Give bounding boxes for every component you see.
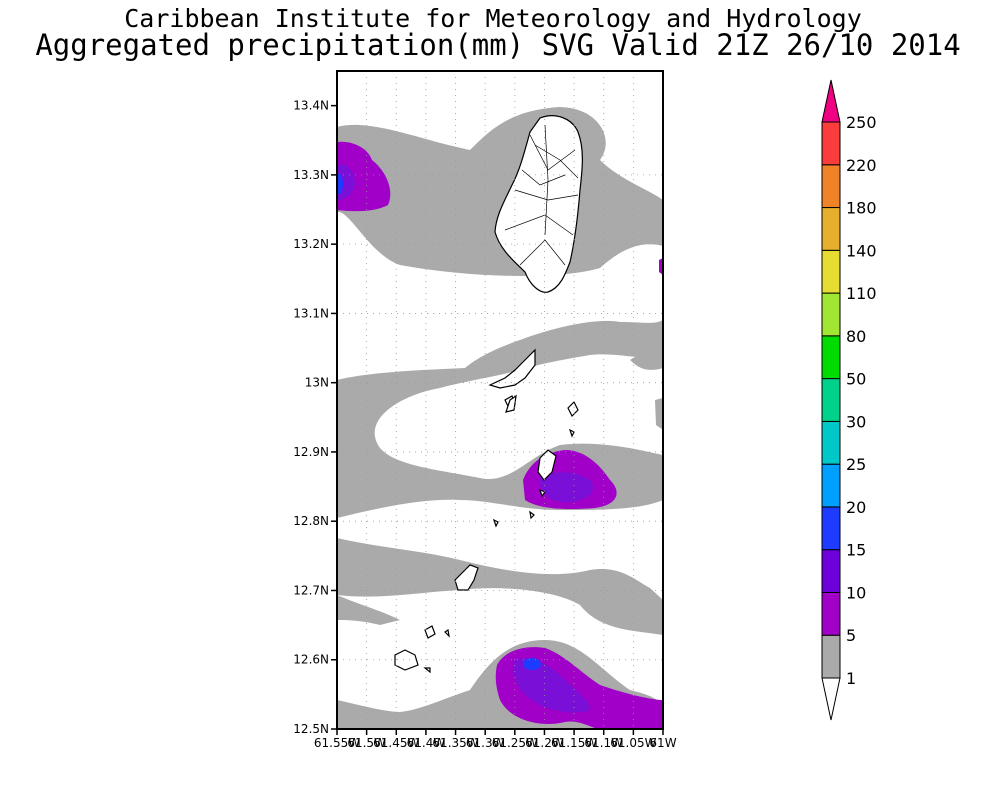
lon-tick-label: 61.25W: [492, 736, 538, 750]
grenadine-islet-i: [423, 667, 431, 674]
colorbar-label: 25: [846, 455, 866, 474]
precip-peak-south: [523, 658, 541, 670]
precip-band-south: [337, 538, 663, 635]
islands-layer: [394, 115, 583, 674]
grenadine-islet-a: [492, 518, 499, 528]
grenadine-islet-d: [539, 488, 546, 498]
colorbar-label: 1: [846, 669, 856, 688]
colorbar-segment: [821, 591, 841, 636]
lon-tick-label: 61.05W: [610, 736, 656, 750]
lon-tick-label: 61W: [649, 736, 676, 750]
colorbar-label: 180: [846, 199, 877, 218]
map-area: [337, 71, 663, 729]
colorbar-segment: [821, 463, 841, 508]
colorbar-segment: [821, 378, 841, 422]
grenadine-islet-c: [568, 428, 575, 438]
map-title: Aggregated precipitation(mm) SVG Valid 2…: [35, 28, 961, 62]
lat-tick-label: 12.9N: [293, 445, 329, 459]
precip-15-20mm-layer: [337, 174, 541, 670]
lat-tick-label: 13.1N: [293, 306, 329, 320]
precip-band-west: [337, 595, 400, 625]
lat-tick-label: 12.7N: [293, 583, 329, 597]
colorbar-label: 50: [846, 370, 866, 389]
colorbar-segment: [821, 164, 841, 209]
precip-patch-east: [630, 345, 663, 370]
lon-tick-label: 61.15W: [551, 736, 597, 750]
lat-tick-label: 13.4N: [293, 99, 329, 113]
lon-tick-label: 61.5W: [347, 736, 386, 750]
institute-title: Caribbean Institute for Meteorology and …: [124, 4, 862, 33]
map-frame: [336, 70, 664, 730]
colorbar-label: 110: [846, 284, 877, 303]
lon-tick-label: 61.3W: [466, 736, 505, 750]
canouan-island: [567, 400, 579, 418]
longitude-axis: 61.55W61.5W61.45W61.4W61.35W61.3W61.25W6…: [314, 729, 677, 750]
colorbar-segment: [821, 121, 841, 166]
lon-tick-label: 61.55W: [314, 736, 360, 750]
colorbar-label: 80: [846, 327, 866, 346]
lon-tick-label: 61.2W: [525, 736, 564, 750]
lon-tick-label: 61.35W: [432, 736, 478, 750]
grenadine-islet-b: [529, 510, 535, 520]
carriacou-island: [537, 449, 557, 481]
lat-tick-label: 12.5N: [293, 722, 329, 736]
colorbar-segment: [821, 207, 841, 251]
island-watersheds: [504, 124, 579, 266]
colorbar-label: 10: [846, 583, 866, 602]
colorbar-segment: [821, 549, 841, 593]
colorbar-segment: [821, 506, 841, 551]
grenadine-islet-h: [444, 628, 450, 638]
colorbar-below-min: [821, 677, 841, 721]
grenadine-islet-g: [424, 625, 436, 639]
lat-tick-label: 13N: [305, 376, 329, 390]
colorbar-label: 220: [846, 156, 877, 175]
lat-tick-label: 12.8N: [293, 514, 329, 528]
lon-tick-label: 61.1W: [584, 736, 623, 750]
precip-patch-edge: [655, 398, 663, 430]
colorbar-above-max: [821, 79, 841, 123]
colorbar-label: 30: [846, 412, 866, 431]
lon-tick-label: 61.45W: [373, 736, 419, 750]
colorbar-segment: [821, 249, 841, 294]
saint-vincent-island: [494, 115, 583, 293]
colorbar-label: 5: [846, 626, 856, 645]
precip-core-central: [539, 472, 594, 503]
grenadine-islet-j: [505, 394, 517, 413]
lat-tick-label: 13.2N: [293, 237, 329, 251]
colorbar-segment: [821, 335, 841, 380]
colorbar-label: 140: [846, 241, 877, 260]
precip-peak-northwest: [337, 174, 343, 194]
lat-tick-label: 13.3N: [293, 168, 329, 182]
grenadine-islet-e: [454, 564, 479, 591]
lat-tick-label: 12.6N: [293, 653, 329, 667]
colorbar-label: 20: [846, 498, 866, 517]
precip-core-south: [513, 658, 590, 713]
lon-tick-label: 61.4W: [407, 736, 446, 750]
colorbar-segment: [821, 420, 841, 465]
colorbar-segment: [821, 634, 841, 679]
map-grid: [337, 71, 663, 729]
latitude-axis: 13.4N 13.3N 13.2N 13.1N 13N 12.9N 12.8N 12.7N 12…: [293, 99, 337, 736]
colorbar-segment: [821, 292, 841, 337]
grenadine-islet-f: [394, 649, 419, 671]
colorbar-label: 250: [846, 113, 877, 132]
bequia-island: [488, 348, 536, 389]
colorbar-label: 15: [846, 541, 866, 560]
